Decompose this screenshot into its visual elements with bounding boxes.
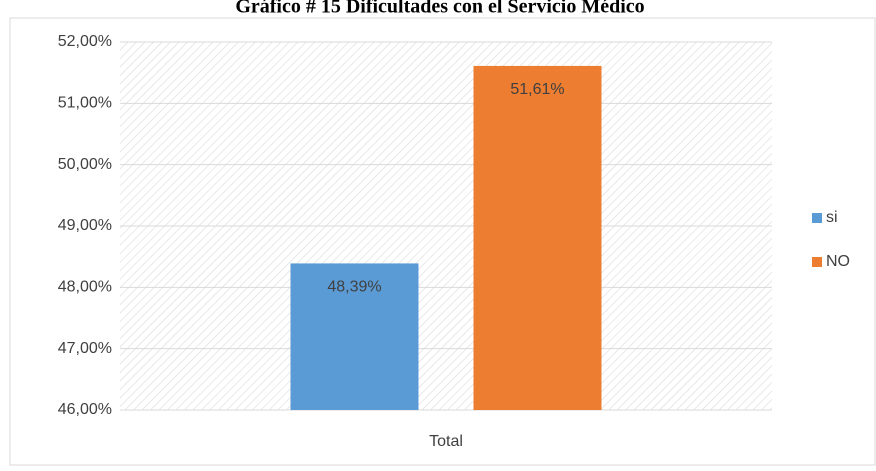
bar <box>473 65 602 411</box>
y-tick-label: 52,00% <box>58 33 112 50</box>
legend-swatch <box>812 257 822 267</box>
data-label: 48,39% <box>327 279 381 296</box>
y-tick-label: 47,00% <box>58 340 112 357</box>
legend-label: NO <box>826 253 850 270</box>
legend-label: si <box>826 209 838 226</box>
y-tick-label: 50,00% <box>58 156 112 173</box>
bar <box>290 263 419 410</box>
x-tick-label: Total <box>429 433 463 450</box>
data-label: 51,61% <box>510 81 564 98</box>
chart-title: Gráfico # 15 Dificultades con el Servici… <box>235 0 644 18</box>
y-tick-label: 46,00% <box>58 401 112 418</box>
y-tick-label: 49,00% <box>58 217 112 234</box>
legend-swatch <box>812 213 822 223</box>
y-tick-label: 51,00% <box>58 95 112 112</box>
y-tick-label: 48,00% <box>58 279 112 296</box>
